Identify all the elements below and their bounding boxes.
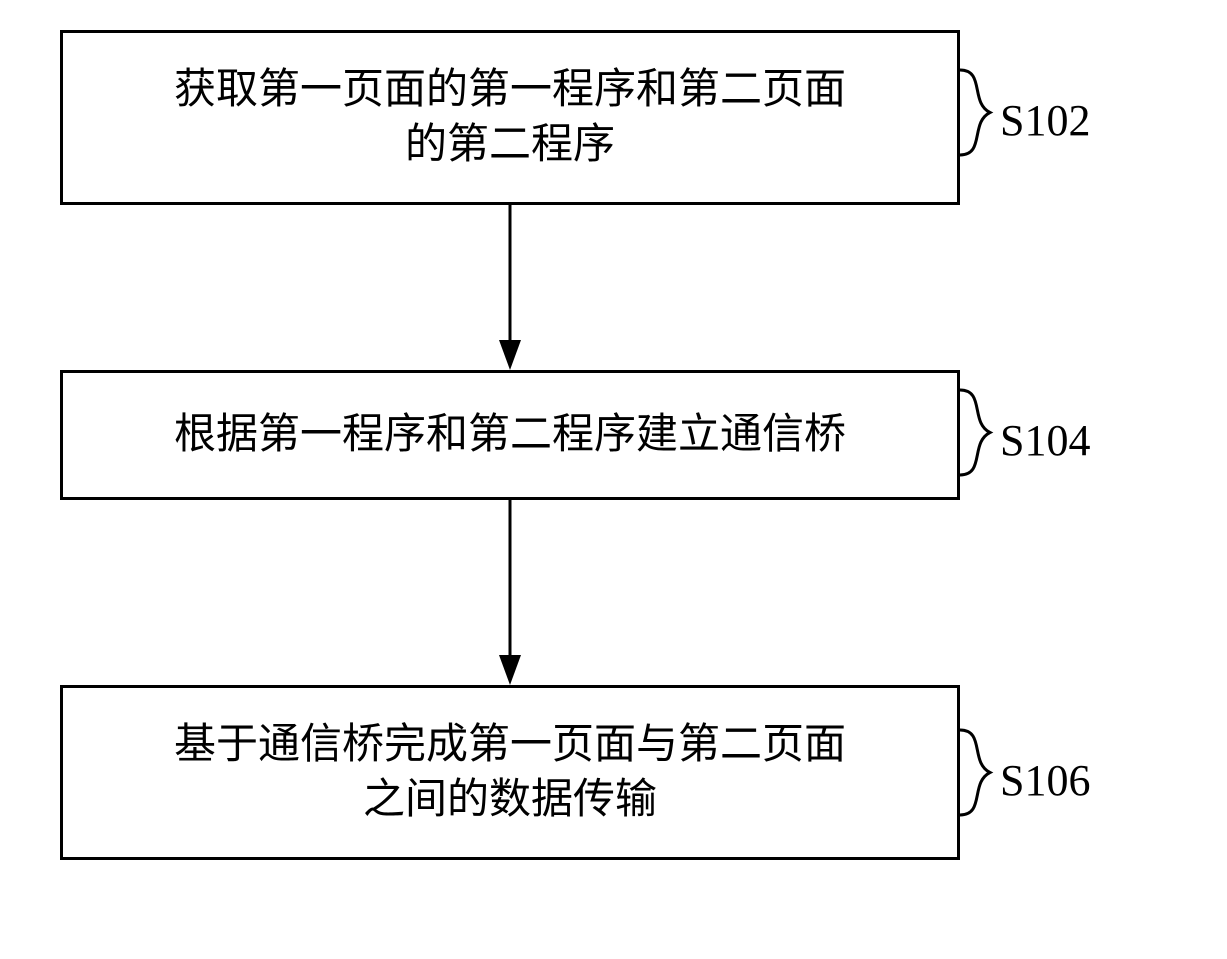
flowchart-canvas: 获取第一页面的第一程序和第二页面 的第二程序S102根据第一程序和第二程序建立通…	[0, 0, 1227, 959]
squiggle-s106	[0, 0, 1227, 959]
